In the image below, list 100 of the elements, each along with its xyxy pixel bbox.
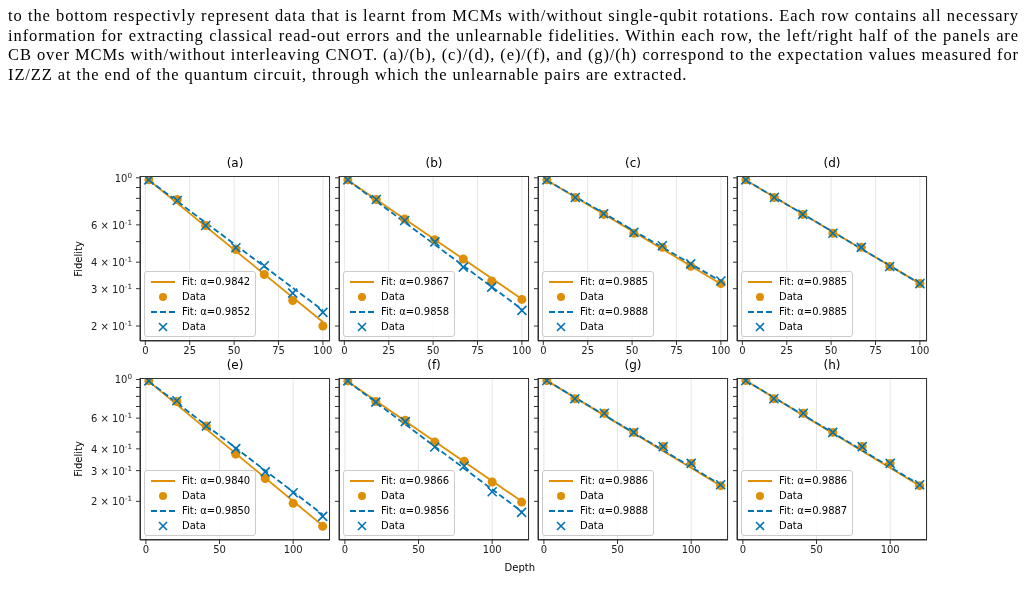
point: [260, 474, 270, 484]
legend-label: Data: [580, 320, 604, 334]
chart-title: (a): [225, 156, 245, 170]
point: [516, 507, 527, 518]
point: [317, 307, 329, 318]
x-tick-label: 50: [810, 544, 823, 556]
legend-label: Data: [580, 489, 604, 503]
legend-label: Fit: α=0.9852: [182, 305, 251, 319]
point: [259, 270, 269, 279]
legend-label: Fit: α=0.9888: [580, 305, 649, 319]
legend-label: Fit: α=0.9850: [182, 504, 251, 518]
x-tick-label: 0: [142, 544, 150, 556]
x-tick-label: 100: [512, 345, 532, 357]
x-tick-label: 0: [739, 544, 747, 556]
point: [288, 295, 298, 305]
chart-title: (c): [624, 156, 642, 170]
point: [287, 287, 299, 299]
x-tick-label: 25: [183, 345, 197, 357]
legend-label: Data: [182, 320, 206, 334]
point: [230, 443, 242, 454]
legend-label: Fit: α=0.9858: [381, 305, 450, 319]
point: [318, 321, 328, 331]
legend-label: Data: [381, 320, 405, 334]
point: [287, 487, 299, 499]
legend-label: Fit: α=0.9886: [779, 474, 848, 488]
legend-label: Data: [381, 290, 405, 304]
x-tick-label: 25: [581, 345, 595, 357]
legend-label: Fit: α=0.9866: [381, 474, 450, 488]
y-tick-label: 3 × 10$^{-1}$: [91, 463, 132, 477]
x-tick-label: 100: [313, 345, 333, 357]
x-tick-label: 75: [272, 345, 285, 357]
legend-label: Data: [779, 489, 803, 503]
legend-label: Fit: α=0.9856: [381, 504, 450, 518]
point: [458, 261, 469, 273]
x-tick-label: 50: [213, 544, 226, 556]
legend-label: Fit: α=0.9888: [580, 504, 649, 518]
y-tick-label: 3 × 10$^{-1}$: [91, 281, 132, 295]
point: [517, 497, 527, 507]
point: [516, 305, 528, 316]
chart-title: (e): [225, 358, 245, 372]
point: [317, 511, 328, 522]
point: [259, 260, 270, 272]
x-tick-label: 100: [681, 544, 701, 556]
y-tick-label: 10$^{0}$: [114, 372, 133, 386]
x-tick-label: 25: [780, 345, 794, 357]
x-tick-label: 50: [611, 544, 624, 556]
legend-label: Data: [779, 519, 803, 533]
y-tick-label: 2 × 10$^{-1}$: [91, 318, 132, 333]
x-tick-label: 0: [739, 345, 746, 357]
chart-title: (f): [426, 358, 442, 372]
y-tick-label: 6 × 10$^{-1}$: [91, 410, 132, 425]
legend-label: Data: [182, 519, 206, 533]
x-tick-label: 50: [426, 345, 440, 357]
legend-label: Fit: α=0.9885: [779, 275, 848, 289]
x-tick-label: 100: [910, 345, 930, 357]
x-axis-title: Depth: [503, 562, 535, 573]
y-tick-label: 10$^{0}$: [114, 170, 133, 184]
x-tick-label: 50: [625, 345, 639, 357]
legend-label: Fit: α=0.9885: [580, 275, 649, 289]
x-tick-label: 100: [482, 544, 502, 556]
legend-label: Fit: α=0.9840: [182, 474, 251, 488]
x-tick-label: 100: [283, 544, 303, 556]
legend-label: Fit: α=0.9886: [580, 474, 649, 488]
legend-label: Data: [779, 320, 803, 334]
point: [429, 441, 441, 453]
chart-title: (d): [822, 156, 842, 170]
x-tick-label: 75: [471, 345, 484, 357]
x-tick-label: 75: [869, 345, 882, 357]
x-tick-label: 0: [142, 345, 149, 357]
point: [458, 254, 468, 264]
legend-label: Data: [182, 290, 206, 304]
point: [259, 466, 271, 478]
point: [517, 294, 527, 304]
x-tick-label: 75: [670, 345, 683, 357]
y-tick-label: 2 × 10$^{-1}$: [91, 493, 132, 508]
x-tick-label: 0: [341, 544, 349, 556]
legend-label: Data: [381, 519, 405, 533]
x-tick-label: 0: [341, 345, 348, 357]
point: [318, 521, 328, 531]
legend-label: Data: [182, 489, 206, 503]
y-axis-title: Fidelity: [72, 240, 84, 277]
x-tick-label: 0: [540, 544, 548, 556]
legend-label: Fit: α=0.9867: [381, 275, 450, 289]
y-tick-label: 4 × 10$^{-1}$: [91, 441, 132, 455]
chart-title: (b): [424, 156, 444, 170]
legend-label: Fit: α=0.9887: [779, 504, 848, 518]
legend-label: Data: [381, 489, 405, 503]
x-tick-label: 50: [227, 345, 241, 357]
point: [715, 275, 727, 287]
x-tick-label: 25: [382, 345, 396, 357]
legend-label: Data: [779, 290, 803, 304]
x-tick-label: 50: [824, 345, 838, 357]
legend-label: Fit: α=0.9885: [779, 305, 848, 319]
chart-title: (g): [623, 358, 643, 372]
x-tick-label: 0: [540, 345, 547, 357]
point: [486, 486, 498, 498]
point: [487, 477, 497, 487]
legend-label: Fit: α=0.9842: [182, 275, 251, 289]
text: to the bottom respectivly represent data that is learnt from MCMs with/without single-qubit rotations. Each row contains all necessary information for extracting classical read-out errors and the unlearnable fidelities. Within each row, the left/right half of the panels are CB over MCMs with/without interleaving CNOT. (a)/(b), (c)/(d), (e)/(f), and (g)/(h) correspond to the expectation values measured for IZ/ZZ at the end of the quantum circuit, through which the unlearnable pairs are extracted.: [8, 7, 1019, 84]
x-tick-label: 100: [880, 544, 900, 556]
